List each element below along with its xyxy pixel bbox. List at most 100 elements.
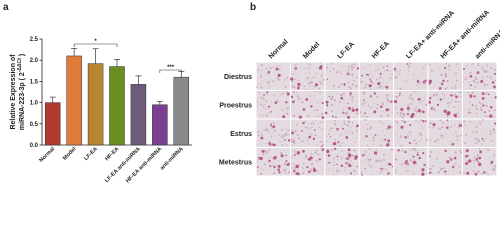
cell: [382, 159, 385, 162]
cell: [383, 153, 386, 156]
cell: [307, 67, 310, 70]
cell: [372, 143, 375, 145]
cell: [362, 66, 365, 69]
cell: [471, 63, 474, 66]
cell: [315, 120, 317, 122]
cell: [364, 154, 366, 156]
cell: [489, 133, 493, 136]
cell: [493, 63, 495, 65]
cell: [326, 104, 329, 107]
cell: [394, 76, 397, 79]
cell: [446, 133, 448, 135]
cell: [327, 133, 330, 136]
cell: [348, 120, 350, 123]
cell: [347, 69, 350, 72]
cell: [473, 163, 475, 165]
cell: [372, 136, 375, 139]
cell: [339, 145, 342, 148]
cell: [354, 141, 356, 143]
cell: [369, 95, 372, 98]
cell: [429, 138, 432, 141]
cell: [448, 64, 450, 66]
cell: [386, 98, 390, 101]
cell: [373, 110, 377, 114]
cell: [283, 134, 286, 138]
cell: [351, 131, 354, 135]
cell: [294, 139, 296, 142]
cell: [454, 94, 457, 96]
cell: [438, 87, 442, 90]
column-label: HF-EA: [371, 40, 391, 60]
cell: [419, 101, 421, 103]
cell: [388, 101, 390, 103]
column-label-group: anti-miRNA: [474, 29, 500, 61]
cell: [430, 107, 433, 110]
cell: [263, 163, 266, 166]
bar: [44, 102, 61, 146]
cell: [330, 103, 333, 106]
cell: [480, 123, 482, 126]
cell: [489, 114, 493, 118]
cell: [287, 162, 291, 166]
cell: [450, 125, 453, 128]
micrograph: [359, 62, 394, 90]
cell: [368, 164, 371, 166]
cell: [431, 106, 433, 108]
cell: [271, 158, 274, 160]
cell: [308, 63, 311, 66]
cell: [446, 126, 449, 129]
cell: [315, 109, 319, 112]
cell: [345, 73, 348, 76]
cell: [409, 102, 412, 105]
cell: [365, 159, 367, 161]
cell: [318, 126, 321, 129]
cell: [421, 172, 425, 176]
cell: [469, 71, 472, 74]
cell: [478, 147, 481, 150]
cell: [455, 95, 458, 99]
cell: [347, 115, 351, 119]
cell: [464, 123, 467, 126]
cell: [463, 157, 465, 160]
cell: [361, 102, 364, 106]
cell: [287, 129, 290, 132]
cell: [348, 163, 352, 168]
cell: [261, 70, 263, 72]
cell: [360, 122, 362, 124]
cell: [366, 127, 369, 129]
cell: [372, 103, 374, 105]
cell: [465, 161, 469, 165]
cell: [341, 126, 343, 128]
cell: [407, 164, 410, 167]
cell: [466, 66, 468, 69]
cell: [386, 88, 389, 90]
cell: [352, 137, 354, 139]
cell: [312, 123, 315, 125]
cell: [295, 64, 297, 66]
cell: [256, 86, 259, 89]
cell: [326, 78, 328, 80]
cell: [455, 162, 457, 165]
cell: [478, 162, 482, 166]
cell: [362, 160, 364, 163]
cell: [406, 106, 410, 110]
cell: [352, 122, 354, 124]
cell: [421, 127, 423, 129]
cell: [333, 99, 336, 101]
cell: [287, 139, 291, 142]
cell: [428, 100, 431, 102]
column-label: Normal: [268, 38, 290, 60]
cell: [310, 105, 313, 108]
row-label: Estrus: [230, 131, 252, 138]
cell: [290, 155, 293, 158]
cell: [316, 67, 318, 70]
cell: [348, 66, 350, 68]
cell: [264, 99, 268, 102]
cell: [267, 105, 270, 108]
cell: [285, 102, 288, 105]
cell: [462, 81, 465, 84]
cell: [260, 173, 263, 175]
cell: [308, 135, 312, 139]
cell: [369, 78, 372, 81]
cell: [281, 136, 284, 139]
